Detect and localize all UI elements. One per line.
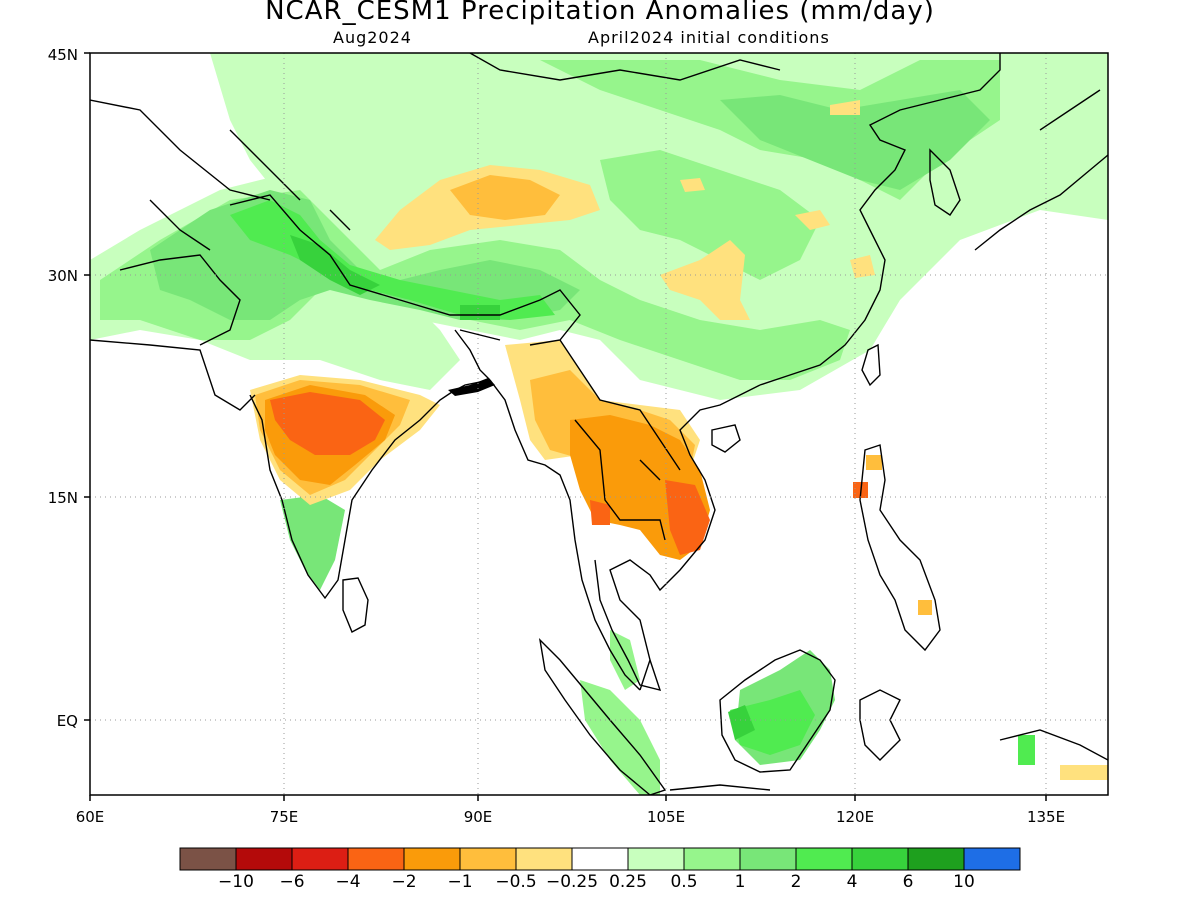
colorbar-label: −0.5 <box>495 872 537 892</box>
colorbar <box>179 847 1021 871</box>
anomaly-region-dark-orange-india <box>270 392 385 455</box>
coastline-sri-lanka <box>342 577 369 633</box>
x-tick-label-120e: 120E <box>836 808 874 826</box>
anomaly-region-orange-mindanao <box>918 600 932 615</box>
colorbar-swatch <box>907 847 965 871</box>
x-tick-label-105e: 105E <box>647 808 685 826</box>
colorbar-label: −0.25 <box>545 872 599 892</box>
coastline-java <box>669 784 771 791</box>
border-bangladesh <box>454 329 501 381</box>
map-frame <box>89 52 1109 796</box>
forecast-month: Aug2024 <box>333 28 412 47</box>
colorbar-label: 6 <box>902 872 914 892</box>
map-title: NCAR_CESM1 Precipitation Anomalies (mm/d… <box>265 0 935 26</box>
anomaly-region-dark-orange-vietnam <box>665 480 710 555</box>
y-tick-label-45n: 45N <box>48 46 78 64</box>
colorbar-swatch <box>515 847 573 871</box>
coastline-indochina <box>609 384 761 691</box>
coastline-taiwan <box>861 343 881 387</box>
colorbar-label: 4 <box>846 872 858 892</box>
graticule <box>90 53 1108 795</box>
coastline-china <box>759 53 1001 386</box>
anomaly-region-yellow-northeast <box>830 100 860 115</box>
colorbar-label: 10 <box>953 872 975 892</box>
coastline-sulawesi <box>859 689 901 761</box>
anomaly-region-dark-green-himalaya <box>290 235 380 295</box>
x-tick-label-60e: 60E <box>76 808 105 826</box>
anomaly-region-orange-new-guinea <box>1060 765 1108 780</box>
colorbar-label: 1 <box>734 872 746 892</box>
coastline-korea <box>929 148 961 216</box>
anomaly-region-orange-luzon <box>866 455 882 470</box>
border-indochina <box>559 339 681 541</box>
anomaly-region-green-northeast <box>720 90 990 190</box>
colorbar-swatch <box>571 847 629 871</box>
anomaly-region-yellow-central-china <box>795 210 830 230</box>
colorbar-swatch <box>459 847 517 871</box>
coastline-myanmar <box>489 379 641 691</box>
colorbar-label: −4 <box>335 872 361 892</box>
colorbar-label: 0.25 <box>609 872 647 892</box>
anomaly-region-yellow-coastal-china <box>850 255 875 278</box>
border-afghanistan <box>119 199 241 346</box>
anomaly-region-yellow-north-china <box>680 178 705 192</box>
anomaly-region-dark-orange-thailand <box>590 500 610 525</box>
colorbar-label: −2 <box>391 872 417 892</box>
colorbar-swatch <box>235 847 293 871</box>
colorbar-label: −6 <box>279 872 305 892</box>
border-central-asia <box>90 99 351 231</box>
initial-conditions: April2024 initial conditions <box>588 28 830 47</box>
colorbar-swatch <box>291 847 349 871</box>
anomaly-region-bright-green-borneo <box>730 690 815 755</box>
x-tick-label-90e: 90E <box>464 808 493 826</box>
coastline-india <box>249 379 491 600</box>
y-tick-label-eq: EQ <box>57 712 78 730</box>
coastline-west <box>90 339 256 411</box>
coastline-philippines <box>859 444 941 652</box>
colorbar-swatch <box>739 847 797 871</box>
colorbar-label: 2 <box>790 872 802 892</box>
colorbar-swatch <box>683 847 741 871</box>
coastline-sumatra <box>538 637 667 795</box>
coastline-borneo <box>719 649 836 773</box>
y-tick-label-15n: 15N <box>48 489 78 507</box>
anomaly-region-dark-green-borneo <box>728 705 755 740</box>
colorbar-swatch <box>347 847 405 871</box>
x-tick-label-75e: 75E <box>270 808 299 826</box>
coastline-hainan <box>711 424 741 453</box>
colorbar-label: 0.5 <box>670 872 698 892</box>
anomaly-region-green-malaya <box>610 630 640 690</box>
colorbar-label: −1 <box>447 872 473 892</box>
border-himalaya <box>229 194 581 346</box>
coastline-new-guinea <box>999 729 1108 761</box>
anomaly-region-medium-green-china <box>600 150 820 280</box>
colorbar-swatch <box>627 847 685 871</box>
y-tick-label-30n: 30N <box>48 267 78 285</box>
anomaly-region-bright-green-himalaya <box>230 200 555 320</box>
anomaly-region-green-new-guinea <box>1018 735 1035 765</box>
colorbar-swatch <box>179 847 237 871</box>
coastlines-and-borders <box>90 53 1108 795</box>
colorbar-swatch <box>403 847 461 871</box>
tick-marks <box>84 52 1047 801</box>
colorbar-label: −10 <box>218 872 254 892</box>
anomaly-fields <box>90 53 1108 795</box>
colorbar-swatch <box>795 847 853 871</box>
anomaly-region-yellow-china <box>660 240 750 320</box>
anomaly-region-dark-green-bhutan <box>460 305 500 320</box>
anomaly-region-green-west-india <box>280 495 345 590</box>
sundarbans-coast-detail <box>448 378 495 396</box>
colorbar-swatch <box>851 847 909 871</box>
x-tick-label-135e: 135E <box>1027 808 1065 826</box>
coastline-malay-peninsula <box>594 559 662 691</box>
coastline-japan <box>974 89 1108 251</box>
colorbar-swatch <box>963 847 1021 871</box>
border-mongolia <box>469 53 781 81</box>
